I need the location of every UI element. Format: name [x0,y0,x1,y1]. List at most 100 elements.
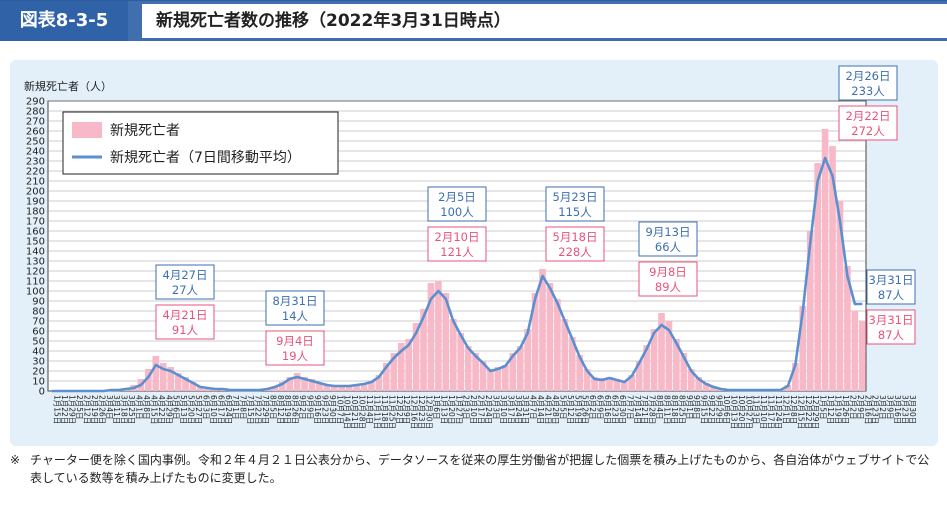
bar [487,369,494,391]
bar [844,266,851,391]
bar [814,163,821,391]
x-tick-label: 1月29日 [68,395,77,424]
x-tick-label: 3月3日 [491,395,500,420]
x-tick-label: 1月6日 [432,395,441,420]
bar [330,386,338,391]
y-tick-label: 100 [26,287,45,298]
x-tick-label: 9月1日 [685,395,694,420]
bar [197,386,204,391]
annotation-box [427,226,487,262]
bar [167,367,175,391]
y-tick-label: 220 [26,167,45,178]
y-tick-label: 150 [26,237,45,248]
bar [635,361,643,391]
x-tick-label: 12月22日 [804,395,813,429]
bar [673,339,680,391]
x-tick-label: 10月21日 [350,395,359,429]
bar [710,386,717,391]
annotation-box [866,309,916,345]
bar [368,381,375,391]
y-tick-label: 40 [32,347,45,358]
x-tick-label: 11月11日 [372,395,381,429]
annotation-value: 66人 [655,240,682,254]
x-tick-label: 12月23日 [417,395,426,429]
bar [301,377,308,391]
bar [405,339,412,391]
x-tick-label: 3月18日 [120,395,129,424]
x-tick-label: 2月24日 [484,395,493,424]
bar [509,353,517,391]
x-tick-label: 10月27日 [744,395,753,429]
x-tick-label: 4月7日 [529,395,538,420]
bar [539,269,546,391]
figure-number: 図表8-3-5 [0,1,128,41]
moving-average-line [51,156,863,393]
bar [516,346,524,391]
y-tick-label: 280 [26,107,45,118]
x-tick-label: 2月17日 [477,395,486,424]
bar [286,377,293,391]
x-tick-label: 5月26日 [581,395,590,424]
y-tick-label: 10 [32,377,45,388]
legend-label-deaths: 新規死亡者 [110,123,180,139]
x-tick-label: 5月27日 [194,395,203,424]
annotation-value: 27人 [172,283,199,297]
x-tick-label: 4月8日 [142,395,151,420]
bar [821,129,829,391]
legend-bar-swatch [72,122,102,138]
x-tick-label: 3月31日 [521,395,530,424]
x-tick-label: 9月15日 [700,395,709,424]
bar [687,369,695,391]
y-tick-label: 190 [26,197,45,208]
bar [858,321,866,391]
x-tick-label: 7月7日 [625,395,634,420]
x-tick-label: 3月11日 [112,395,121,424]
bar [323,385,331,391]
y-tick-label: 250 [26,137,45,148]
y-axis-label: 新規死亡者（人） [24,79,112,93]
bar [449,319,457,391]
bar [397,343,405,391]
x-tick-label: 2月12日 [82,395,91,424]
x-tick-label: 11月10日 [759,395,768,429]
bar [851,311,859,391]
bar [583,369,591,391]
x-tick-label: 3月4日 [105,395,114,420]
x-tick-label: 8月18日 [670,395,679,424]
annotation-date: 2月22日 [846,109,891,123]
x-tick-label: 3月16日 [893,395,902,424]
annotation-box [545,226,605,262]
x-tick-label: 6月16日 [603,395,612,424]
bar [182,377,189,391]
annotation-date: 2月5日 [438,190,476,204]
annotation-value: 115人 [558,205,592,219]
x-tick-label: 11月3日 [752,395,761,424]
x-tick-label: 6月9日 [596,395,605,420]
x-tick-label: 12月8日 [789,395,798,424]
x-tick-label: 10月28日 [358,395,367,429]
x-tick-label: 8月25日 [677,395,686,424]
x-tick-label: 9月30日 [328,395,337,424]
bar [546,283,554,391]
x-tick-label: 8月11日 [663,395,672,424]
footnote-mark: ※ [10,453,21,467]
x-tick-label: 6月23日 [610,395,619,424]
bar [561,319,569,391]
x-tick-label: 3月23日 [900,395,909,424]
annotation-value: 87人 [878,288,905,302]
bar [360,383,368,391]
y-tick-label: 210 [26,177,45,188]
bar [464,346,472,391]
bar [159,363,167,391]
x-tick-label: 8月19日 [283,395,292,424]
x-tick-label: 9月2日 [298,395,307,420]
y-tick-label: 240 [26,147,45,158]
y-tick-label: 260 [26,127,45,138]
x-tick-label: 6月3日 [201,395,210,420]
y-tick-label: 290 [26,97,45,108]
x-tick-label: 2月5日 [75,395,84,420]
bar [442,293,450,391]
x-tick-label: 11月4日 [365,395,374,424]
annotation-value: 19人 [282,349,309,363]
x-tick-label: 2月9日 [856,395,865,420]
